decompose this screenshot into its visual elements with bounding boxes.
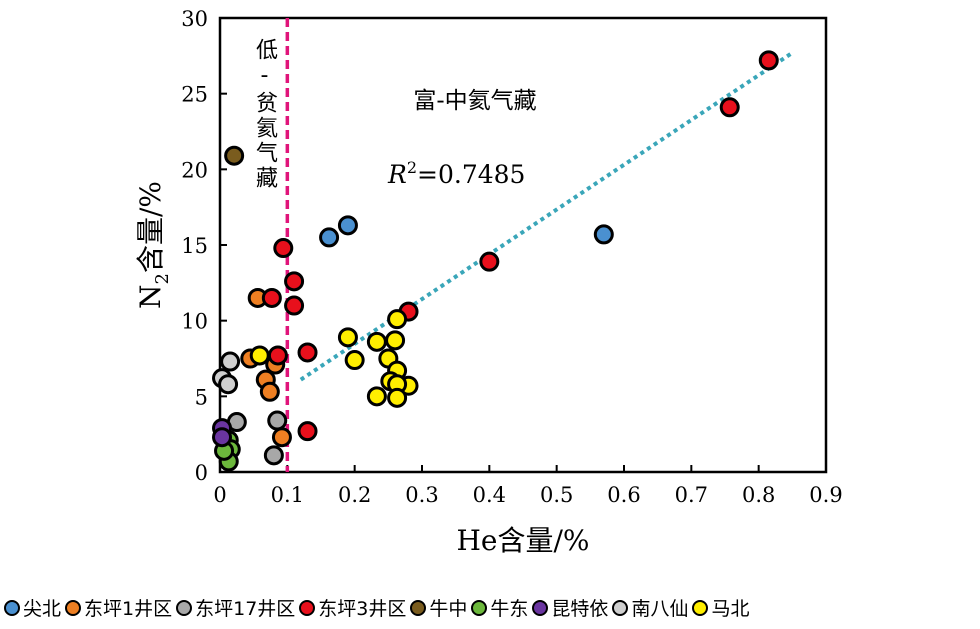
- data-point-马北: [385, 330, 406, 351]
- legend-label: 东坪1井区: [84, 598, 173, 620]
- data-point-东坪3井区: [267, 345, 288, 366]
- y-tick-label: 30: [181, 7, 208, 31]
- scatter-chart: 0 0.1 0.2 0.3 0.4 0.5 0.6 0.7 0.8 0.9 0 5 10 15 20 25 30…: [134, 7, 843, 557]
- legend-item: 牛东: [471, 594, 528, 621]
- legend-label: 昆特依: [551, 598, 609, 620]
- legend: 尖北 东坪1井区 东坪17井区 东坪3井区 牛中 牛东 昆特依 南八仙 马北: [4, 594, 753, 621]
- legend-marker: [471, 599, 488, 616]
- legend-marker: [299, 599, 316, 616]
- data-point-南八仙: [220, 351, 241, 372]
- legend-label: 南八仙: [631, 598, 689, 620]
- data-point-东坪3井区: [284, 271, 305, 292]
- data-point-东坪3井区: [479, 251, 500, 272]
- data-point-马北: [387, 309, 408, 330]
- data-point-东坪17井区: [263, 445, 284, 466]
- label-part: 2: [152, 273, 173, 284]
- x-axis-label: He含量/%: [456, 524, 589, 557]
- y-tick-label: 25: [181, 83, 208, 107]
- trendline: [299, 51, 794, 382]
- legend-item: 东坪1井区: [65, 594, 172, 621]
- x-tick-label: 0: [213, 483, 226, 507]
- data-point-马北: [366, 331, 387, 352]
- y-axis-label: N2含量/%: [134, 181, 173, 309]
- x-tick-label: 0.1: [271, 483, 304, 507]
- legend-item: 东坪3井区: [299, 594, 406, 621]
- label-part: 2: [407, 158, 417, 177]
- x-tick-label: 0.4: [473, 483, 506, 507]
- legend-item: 南八仙: [612, 594, 688, 621]
- data-point-尖北: [337, 215, 358, 236]
- data-point-东坪3井区: [758, 50, 779, 71]
- x-tick-label: 0.2: [338, 483, 371, 507]
- y-tick-label: 15: [181, 234, 208, 258]
- legend-marker: [176, 599, 193, 616]
- data-point-尖北: [319, 227, 340, 248]
- x-tick-label: 0.9: [809, 483, 842, 507]
- x-tick-label: 0.8: [742, 483, 775, 507]
- legend-item: 马北: [692, 594, 749, 621]
- legend-marker: [612, 599, 629, 616]
- x-tick-label: 0.5: [540, 483, 573, 507]
- plot-frame: [218, 16, 828, 474]
- legend-item: 尖北: [4, 594, 61, 621]
- data-point-东坪3井区: [297, 342, 318, 363]
- y-tick-label: 5: [195, 385, 208, 409]
- label-part: 含量/%: [134, 181, 167, 273]
- data-point-牛中: [224, 145, 245, 166]
- y-tick-label: 0: [195, 461, 208, 485]
- data-point-东坪1井区: [259, 381, 280, 402]
- left-region-label: 低-贫氦气藏: [251, 38, 277, 191]
- legend-label: 东坪17井区: [195, 598, 296, 620]
- data-point-东坪3井区: [273, 238, 294, 259]
- legend-marker: [692, 599, 709, 616]
- data-point-东坪17井区: [267, 410, 288, 431]
- data-point-南八仙: [218, 374, 239, 395]
- data-point-东坪3井区: [284, 295, 305, 316]
- legend-marker: [532, 599, 549, 616]
- data-point-东坪3井区: [261, 287, 282, 308]
- data-point-尖北: [593, 224, 614, 245]
- data-point-东坪3井区: [297, 421, 318, 442]
- label-part: =0.7485: [417, 160, 525, 189]
- x-tick-label: 0.3: [405, 483, 438, 507]
- label-part: R: [387, 160, 407, 189]
- legend-label: 牛东: [490, 598, 529, 620]
- legend-label: 马北: [711, 598, 750, 620]
- legend-marker: [4, 599, 20, 616]
- legend-item: 牛中: [410, 594, 467, 621]
- x-tick-label: 0.6: [607, 483, 640, 507]
- data-point-马北: [387, 387, 408, 408]
- y-tick-label: 10: [181, 310, 208, 334]
- legend-label: 东坪3井区: [318, 598, 407, 620]
- label-part: N: [134, 285, 167, 310]
- data-point-马北: [249, 345, 270, 366]
- legend-label: 尖北: [23, 598, 62, 620]
- r-squared-label: R2=0.7485: [387, 158, 525, 189]
- legend-marker: [410, 599, 427, 616]
- data-point-马北: [344, 350, 365, 371]
- legend-marker: [65, 599, 82, 616]
- right-region-label: 富-中氦气藏: [413, 88, 536, 114]
- data-point-昆特依: [212, 427, 233, 448]
- data-point-马北: [337, 327, 358, 348]
- data-point-东坪1井区: [271, 427, 292, 448]
- data-point-马北: [366, 386, 387, 407]
- data-point-东坪3井区: [719, 97, 740, 118]
- legend-item: 昆特依: [532, 594, 608, 621]
- x-tick-label: 0.7: [675, 483, 708, 507]
- legend-label: 牛中: [429, 598, 468, 620]
- y-tick-label: 20: [181, 158, 208, 182]
- legend-item: 东坪17井区: [176, 594, 295, 621]
